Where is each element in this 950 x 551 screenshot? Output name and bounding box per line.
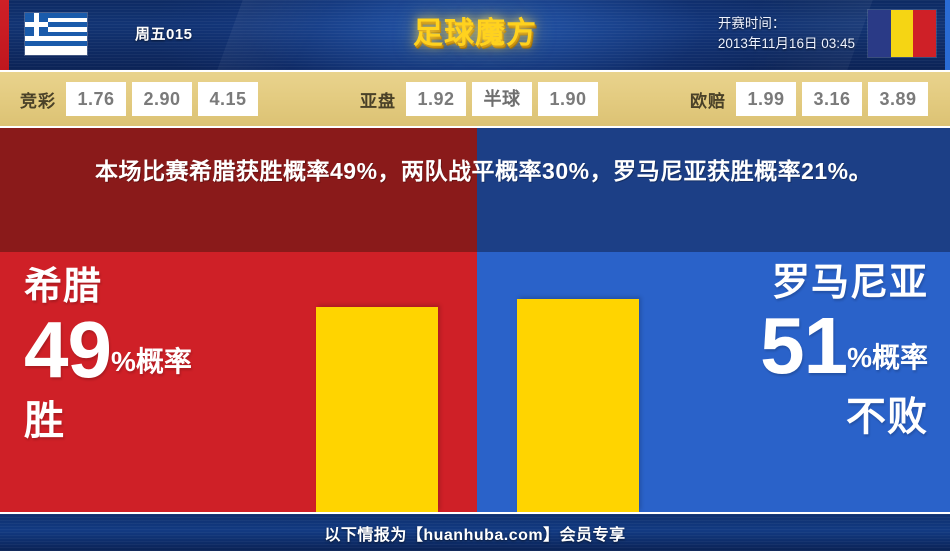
home-team-percent-suffix: %概率 bbox=[110, 346, 192, 377]
kickoff-label: 开赛时间： bbox=[717, 16, 786, 31]
odds-cell[interactable]: 1.76 bbox=[66, 82, 126, 116]
home-team-info: 希腊 49 %概率 胜 bbox=[24, 264, 192, 446]
odds-cell[interactable]: 1.92 bbox=[406, 82, 466, 116]
match-number: 周五015 bbox=[135, 26, 193, 43]
kickoff-value: 2013年11月16日 03:45 bbox=[717, 36, 855, 51]
odds-group-label: 竞彩 bbox=[20, 91, 56, 111]
odds-group-yapan: 亚盘 1.92 半球 1.90 bbox=[360, 82, 598, 116]
home-team-name: 希腊 bbox=[24, 266, 103, 308]
odds-cell-handicap[interactable]: 半球 bbox=[472, 82, 532, 116]
home-team-percent: 49 bbox=[24, 305, 112, 394]
romania-flag-icon bbox=[868, 10, 937, 57]
odds-cell[interactable]: 1.90 bbox=[538, 82, 598, 116]
home-team-bar bbox=[316, 307, 438, 512]
home-team-result: 胜 bbox=[24, 399, 65, 443]
header-light-streak bbox=[217, 0, 373, 70]
odds-cell[interactable]: 4.15 bbox=[198, 82, 258, 116]
probability-chart: 希腊 49 %概率 胜 罗马尼亚 51 %概率 不败 bbox=[0, 252, 950, 512]
headline-band-left bbox=[0, 128, 477, 252]
away-team-bar bbox=[517, 299, 639, 512]
headline-band-right bbox=[477, 128, 950, 252]
home-team-panel: 希腊 49 %概率 胜 bbox=[0, 252, 477, 512]
odds-group-oupei: 欧赔 1.99 3.16 3.89 bbox=[690, 82, 928, 116]
footer-text: 以下情报为【huanhuba.com】会员专享 bbox=[324, 526, 626, 544]
odds-bar: 竞彩 1.76 2.90 4.15 亚盘 1.92 半球 1.90 欧赔 1.9… bbox=[0, 70, 950, 128]
odds-group-jingcai: 竞彩 1.76 2.90 4.15 bbox=[20, 82, 258, 116]
odds-cell[interactable]: 3.16 bbox=[802, 82, 862, 116]
headline-text: 本场比赛希腊获胜概率49%，两队战平概率30%，罗马尼亚获胜概率21%。 bbox=[95, 158, 873, 184]
away-team-info: 罗马尼亚 51 %概率 不败 bbox=[760, 260, 928, 442]
odds-group-label: 亚盘 bbox=[360, 91, 396, 111]
away-team-name: 罗马尼亚 bbox=[771, 262, 928, 304]
away-team-percent: 51 bbox=[760, 301, 848, 390]
odds-group-label: 欧赔 bbox=[690, 91, 726, 111]
away-team-panel: 罗马尼亚 51 %概率 不败 bbox=[477, 252, 950, 512]
header-right-accent bbox=[945, 0, 950, 70]
away-team-result: 不败 bbox=[846, 395, 928, 439]
header-bar: 周五015 足球魔方 开赛时间： 2013年11月16日 03:45 bbox=[0, 0, 950, 70]
odds-cell[interactable]: 2.90 bbox=[132, 82, 192, 116]
away-team-percent-suffix: %概率 bbox=[847, 342, 928, 373]
odds-cell[interactable]: 1.99 bbox=[736, 82, 796, 116]
greece-flag-icon bbox=[25, 13, 87, 55]
header-left-accent bbox=[0, 0, 9, 70]
site-logo-text: 足球魔方 bbox=[413, 17, 537, 50]
kickoff-time: 开赛时间： 2013年11月16日 03:45 bbox=[718, 14, 855, 54]
odds-cell[interactable]: 3.89 bbox=[868, 82, 928, 116]
headline-band: 本场比赛希腊获胜概率49%，两队战平概率30%，罗马尼亚获胜概率21%。 bbox=[0, 128, 950, 252]
footer-bar: 以下情报为【huanhuba.com】会员专享 bbox=[0, 512, 950, 551]
